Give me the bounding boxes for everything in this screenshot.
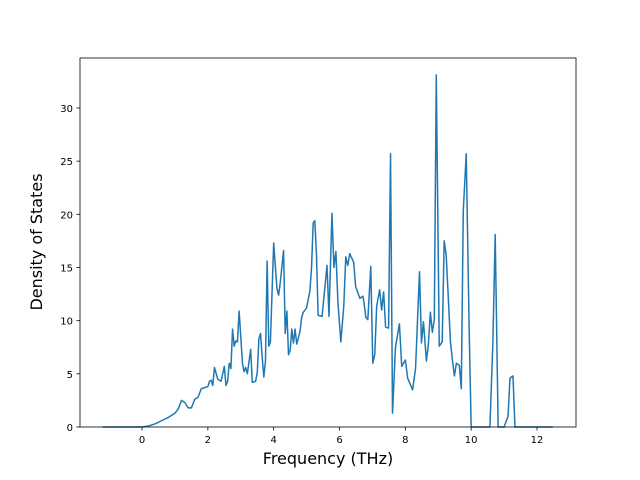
x-tick-label: 10 xyxy=(465,435,478,446)
y-tick-label: 10 xyxy=(60,317,73,328)
y-tick-label: 20 xyxy=(60,210,73,221)
x-tick-label: 6 xyxy=(336,435,342,446)
data-line xyxy=(102,74,553,428)
x-tick-label: 4 xyxy=(271,435,277,446)
y-tick-label: 30 xyxy=(60,104,73,115)
y-tick-label: 15 xyxy=(60,263,73,274)
y-tick-label: 0 xyxy=(67,423,73,434)
y-axis-label: Density of States xyxy=(27,173,46,310)
y-tick-label: 5 xyxy=(67,370,73,381)
x-tick-label: 2 xyxy=(205,435,211,446)
y-tick-label: 25 xyxy=(60,157,73,168)
x-tick-label: 0 xyxy=(139,435,145,446)
x-tick-label: 12 xyxy=(531,435,544,446)
plot-frame xyxy=(79,57,577,428)
x-tick-label: 8 xyxy=(402,435,408,446)
x-axis-label: Frequency (THz) xyxy=(263,449,393,468)
